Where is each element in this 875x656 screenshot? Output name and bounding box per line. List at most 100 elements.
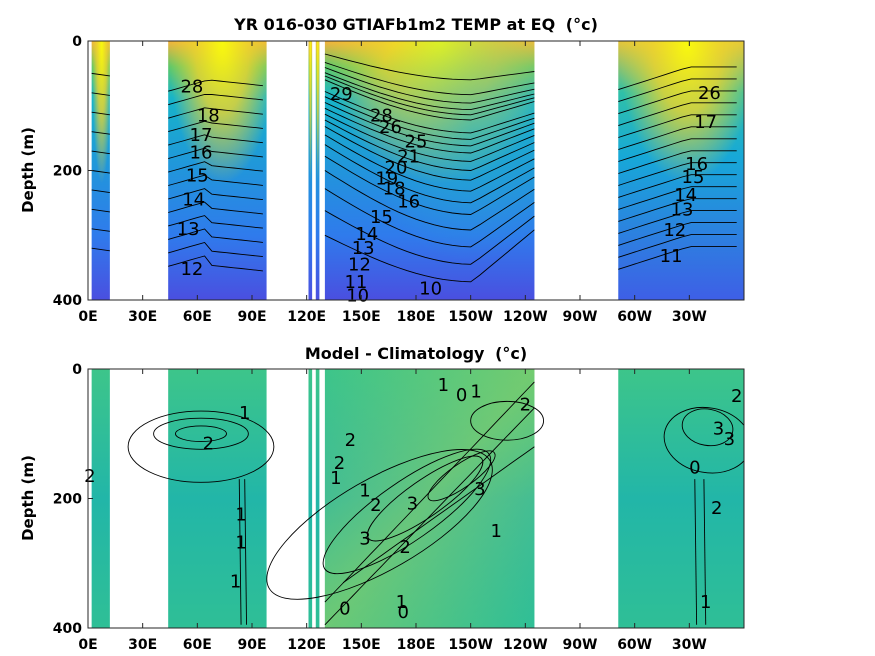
contour-label: 0 — [456, 385, 467, 406]
isotherm-line — [168, 93, 263, 106]
contour-label: 2 — [399, 537, 410, 558]
contour-label: 28 — [180, 76, 203, 97]
isotherm-line — [168, 228, 263, 243]
contour-label: 13 — [352, 238, 375, 259]
data-column — [315, 369, 320, 628]
isotherm-line — [618, 66, 737, 91]
title-text: Model - Climatology — [305, 344, 485, 363]
contour-label: 26 — [379, 117, 402, 138]
isotherm-line — [168, 79, 263, 92]
contour-label: 16 — [685, 154, 708, 175]
contour-label: 2 — [84, 466, 95, 487]
x-tick-label: 120E — [287, 637, 326, 653]
isotherm-line — [618, 162, 737, 186]
contour-label: 1 — [235, 505, 246, 526]
contour-label: 13 — [177, 219, 200, 240]
anomaly-contour — [342, 446, 535, 584]
isotherm-line — [91, 170, 110, 174]
isotherm-line — [91, 150, 110, 155]
isotherm-line — [324, 61, 535, 96]
isotherm-line — [324, 126, 535, 181]
x-tick-label: 30W — [672, 637, 707, 653]
contour-label: 11 — [660, 246, 683, 267]
contour-label: 3 — [407, 494, 418, 515]
isotherm-line — [324, 134, 535, 192]
contour-label: 0 — [339, 599, 350, 620]
isotherm-line — [618, 210, 737, 234]
isotherm-line — [91, 208, 110, 213]
isotherm-line — [324, 155, 535, 215]
y-axis-label: Depth (m) — [19, 127, 37, 213]
isotherm-line — [168, 255, 263, 272]
x-tick-label: 60W — [617, 637, 652, 653]
isotherm-line — [324, 188, 535, 248]
y-tick-label: 200 — [53, 164, 82, 180]
y-tick-label: 400 — [53, 621, 82, 637]
x-tick-label: 0E — [78, 309, 97, 325]
contour-label: 15 — [682, 167, 705, 188]
anomaly-contour — [127, 410, 275, 483]
x-tick-label: 0E — [78, 637, 97, 653]
isotherm-line — [168, 174, 263, 186]
y-tick-label: 0 — [72, 34, 82, 50]
isotherm-line — [168, 134, 263, 146]
y-tick-label: 200 — [53, 492, 82, 508]
warm-pool-shade — [315, 41, 320, 300]
x-tick-label: 60E — [183, 637, 212, 653]
isotherm-line — [168, 161, 263, 173]
chart-title: YR 016-030 GTIAFb1m2 TEMP at EQ (°c) — [233, 15, 598, 34]
isotherm-line — [618, 246, 737, 270]
contour-label: 1 — [490, 521, 501, 542]
contour-label: 19 — [375, 168, 398, 189]
isotherm-line — [324, 53, 535, 81]
isotherm-line — [324, 144, 535, 204]
contour-label: 3 — [474, 479, 485, 500]
x-tick-label: 150E — [342, 309, 381, 325]
x-tick-label: 150E — [342, 637, 381, 653]
anomaly-contour — [366, 455, 484, 542]
isotherm-line — [91, 92, 110, 96]
y-axis-label: Depth (m) — [19, 455, 37, 541]
warm-pool-shade — [618, 41, 744, 300]
isotherm-line — [168, 147, 263, 160]
temperature-panel: 2818171615141312292826252120191816151413… — [19, 15, 745, 325]
contour-label: 18 — [383, 179, 406, 200]
contour-label: 16 — [397, 192, 420, 213]
contour-label: 2 — [520, 395, 531, 416]
contour-label: 1 — [359, 481, 370, 502]
contour-label: 14 — [355, 224, 378, 245]
isotherm-line — [324, 75, 535, 116]
contour-label: 2 — [203, 434, 214, 455]
anomaly-contour — [703, 479, 707, 625]
contour-label: 0 — [689, 457, 700, 478]
contour-label: 16 — [190, 142, 213, 163]
x-tick-label: 60W — [617, 309, 652, 325]
contour-label: 12 — [348, 254, 371, 275]
isotherm-line — [91, 228, 110, 232]
isotherm-line — [91, 111, 110, 116]
contour-label: 12 — [180, 259, 203, 280]
x-tick-label: 30W — [672, 309, 707, 325]
contour-label: 3 — [713, 419, 724, 440]
isotherm-line — [324, 107, 535, 154]
contour-label: 25 — [405, 131, 428, 152]
anomaly-contour — [470, 400, 545, 441]
anomaly-contour — [681, 408, 734, 447]
isotherm-line — [618, 78, 737, 103]
x-tick-label: 30E — [128, 309, 157, 325]
contour-label: 2 — [334, 453, 345, 474]
anomaly-contour — [694, 479, 698, 625]
anomaly-contour — [266, 449, 493, 600]
contour-label: 1 — [239, 403, 250, 424]
contour-label: 21 — [397, 146, 420, 167]
contour-label: 1 — [438, 375, 449, 396]
isotherm-line — [91, 189, 110, 193]
isotherm-line — [324, 91, 535, 134]
contour-label: 2 — [731, 386, 742, 407]
title-text: YR 016-030 GTIAFb1m2 TEMP at EQ — [233, 15, 555, 34]
contour-label: 1 — [330, 468, 341, 489]
isotherm-line — [324, 79, 535, 121]
isotherm-line — [91, 247, 110, 252]
contour-label: 11 — [344, 272, 367, 293]
